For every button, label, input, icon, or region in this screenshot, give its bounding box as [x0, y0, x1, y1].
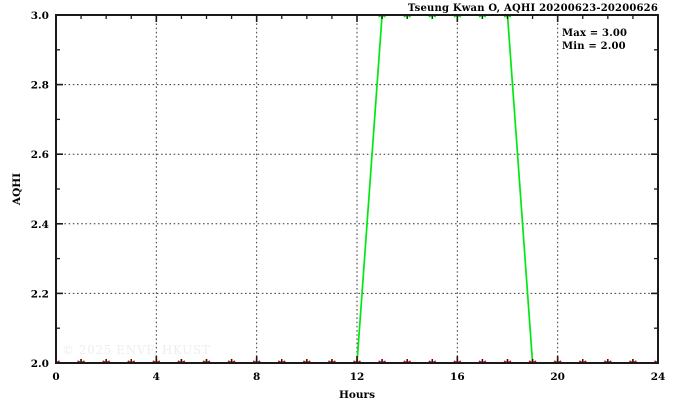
data-point-marker	[654, 359, 658, 363]
x-tick-label: 24	[651, 371, 666, 383]
x-tick-label: 4	[153, 371, 160, 383]
axis-ticks	[55, 14, 659, 364]
x-tick-label: 16	[450, 371, 465, 383]
axis-tick-labels: 0 4 8 12 16 20 24 2.0 2.2 2.4 2.6 2.8 3.0	[31, 10, 666, 383]
y-tick-label: 2.0	[31, 358, 49, 370]
gridlines	[56, 15, 658, 363]
y-tick-label: 2.4	[31, 219, 49, 231]
chart-title: Tseung Kwan O, AQHI 20200623-20200626	[408, 3, 658, 14]
y-axis-title: AQHI	[11, 173, 23, 206]
x-axis-title: Hours	[339, 389, 375, 401]
y-tick-label: 2.8	[31, 80, 49, 92]
data-point-marker	[56, 359, 60, 363]
series-line-aqhi	[56, 14, 658, 363]
y-tick-label: 2.6	[31, 149, 49, 161]
watermark: © 2025 ENVF, HKUST	[62, 343, 210, 357]
plot-frame	[55, 14, 659, 364]
y-tick-label: 3.0	[31, 10, 49, 22]
max-annotation: Max = 3.00	[562, 28, 627, 39]
min-annotation: Min = 2.00	[562, 41, 626, 52]
x-tick-label: 8	[253, 371, 260, 383]
y-tick-label: 2.2	[31, 288, 49, 300]
x-tick-label: 0	[52, 371, 59, 383]
x-tick-label: 12	[350, 371, 365, 383]
x-tick-label: 20	[550, 371, 565, 383]
